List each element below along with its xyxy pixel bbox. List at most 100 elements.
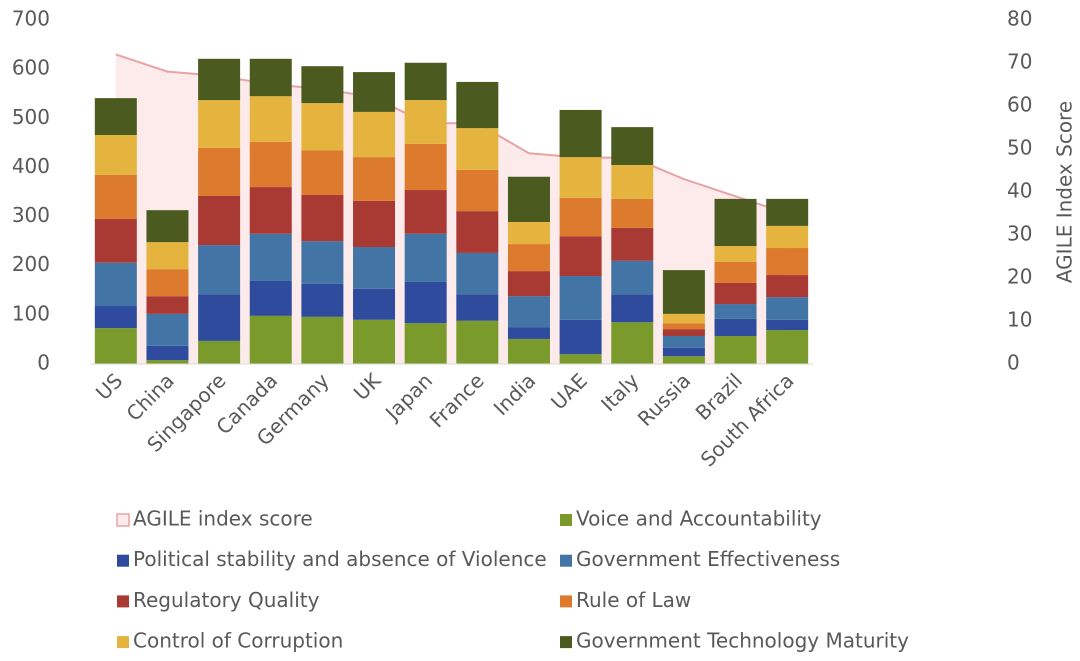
bar-segment — [714, 261, 757, 283]
bar-segment — [456, 128, 499, 170]
bar-segment — [559, 319, 602, 355]
bar-segment — [249, 280, 292, 316]
bar-segment — [766, 275, 809, 298]
legend-swatch — [116, 513, 130, 527]
x-tick-label: India — [489, 368, 541, 420]
bar-segment — [353, 288, 396, 320]
y2-tick-label: 70 — [1007, 50, 1032, 74]
bar-segment — [559, 109, 602, 158]
bar-segment — [353, 200, 396, 248]
legend-swatch — [117, 595, 129, 608]
legend-swatch — [117, 554, 129, 567]
bar-segment — [198, 195, 241, 246]
x-tick-label: UK — [349, 368, 386, 405]
bar-segment — [507, 221, 550, 245]
bar-segment — [456, 294, 499, 321]
bar-segment — [198, 340, 241, 364]
bar-segment — [404, 100, 447, 144]
bar-segment — [714, 335, 757, 364]
bar-segment — [611, 294, 654, 323]
bar-segment — [611, 227, 654, 261]
bar-segment — [611, 127, 654, 165]
bar-segment — [507, 271, 550, 297]
legend-label: Control of Corruption — [133, 629, 343, 653]
bar-segment — [249, 141, 292, 188]
bar-segment — [404, 233, 447, 282]
bar-segment — [146, 210, 189, 243]
legend-label: Voice and Accountability — [576, 507, 822, 531]
x-tick-label: UAE — [546, 368, 592, 414]
bar-segment — [94, 328, 137, 364]
bar-segment — [146, 345, 189, 361]
bar-segment — [353, 157, 396, 201]
legend-swatch — [560, 514, 572, 526]
y2-axis-label: AGILE Index Score — [1053, 101, 1077, 283]
bar-segment — [559, 236, 602, 277]
bar-segment — [146, 296, 189, 314]
bar-segment — [353, 247, 396, 289]
y-tick-label: 100 — [12, 301, 50, 325]
y2-tick-label: 40 — [1007, 179, 1032, 203]
bar-segment — [146, 360, 189, 364]
bar-segment — [198, 294, 241, 341]
y-tick-label: 600 — [12, 56, 50, 80]
legend-swatch — [560, 554, 572, 567]
bar-segment — [559, 157, 602, 198]
bar-segment — [249, 233, 292, 281]
bar-segment — [611, 322, 654, 364]
y-tick-label: 300 — [12, 203, 50, 227]
bar-segment — [766, 225, 809, 249]
legend-swatch — [560, 595, 572, 608]
y-tick-label: 400 — [12, 154, 50, 178]
bar-segment — [198, 245, 241, 295]
bar-segment — [559, 354, 602, 364]
bar-segment — [507, 244, 550, 272]
x-tick-label: France — [425, 368, 489, 432]
bar-segment — [456, 211, 499, 253]
bar-segment — [301, 103, 344, 151]
legend-swatch — [560, 636, 572, 649]
bar-segment — [249, 315, 292, 364]
legend-label: Regulatory Quality — [133, 588, 320, 612]
bar-segment — [94, 174, 137, 220]
bar-segment — [404, 143, 447, 191]
bar-segment — [456, 252, 499, 295]
bar-segment — [766, 297, 809, 320]
bar-segment — [301, 283, 344, 317]
bar-segment — [662, 270, 705, 314]
y2-tick-label: 60 — [1007, 93, 1032, 117]
bar-segment — [507, 176, 550, 222]
bar-segment — [404, 281, 447, 324]
y-tick-label: 500 — [12, 105, 50, 129]
bar-segment — [662, 335, 705, 348]
bar-segment — [611, 198, 654, 228]
legend-label: AGILE index score — [133, 507, 313, 531]
bar-segment — [662, 329, 705, 336]
y2-tick-label: 0 — [1007, 351, 1020, 375]
x-tick-label: Russia — [633, 368, 695, 430]
y2-tick-label: 80 — [1007, 7, 1032, 31]
bar-segment — [766, 198, 809, 226]
bar-segment — [301, 316, 344, 364]
y2-tick-label: 50 — [1007, 136, 1032, 160]
legend-label: Political stability and absence of Viole… — [133, 547, 547, 571]
bar-segment — [714, 318, 757, 336]
bar-segment — [766, 319, 809, 331]
y-tick-label: 200 — [12, 252, 50, 276]
y2-tick-label: 10 — [1007, 308, 1032, 332]
bar-segment — [353, 72, 396, 112]
bar-segment — [249, 96, 292, 142]
bar-segment — [559, 276, 602, 320]
bar-segment — [559, 197, 602, 237]
bar-segment — [249, 58, 292, 97]
bar-segment — [94, 98, 137, 135]
bar-segment — [301, 150, 344, 195]
bar-segment — [353, 319, 396, 364]
bar-segment — [146, 269, 189, 297]
bar-segment — [766, 248, 809, 276]
bar-segment — [353, 111, 396, 158]
bar-segment — [301, 194, 344, 242]
bar-segment — [94, 219, 137, 263]
bar-segment — [456, 320, 499, 364]
bar-segment — [301, 66, 344, 104]
